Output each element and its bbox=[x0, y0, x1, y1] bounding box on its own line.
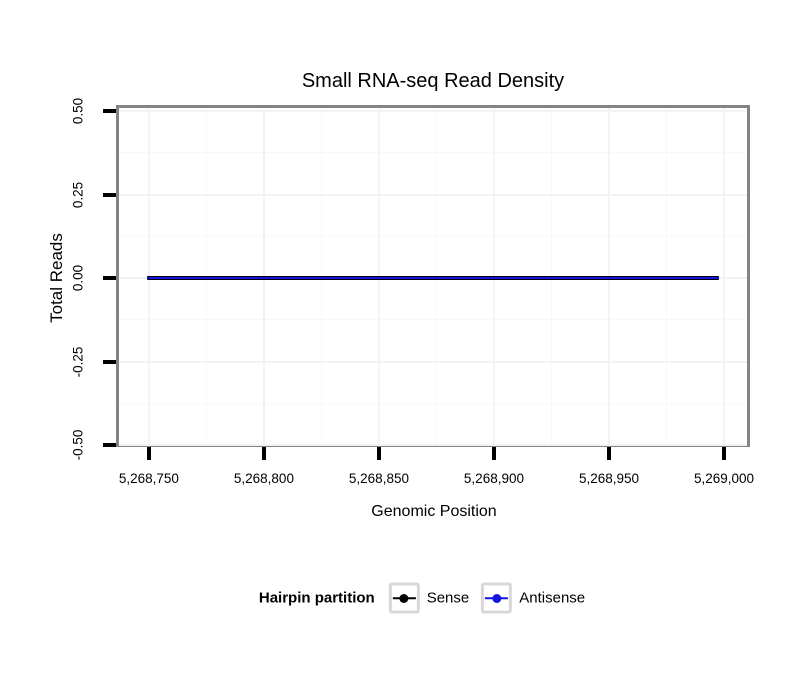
legend-item-label: Antisense bbox=[519, 589, 586, 607]
x-tick-mark bbox=[261, 447, 266, 460]
y-tick-label: -0.25 bbox=[70, 346, 86, 377]
x-tick-label: 5,268,900 bbox=[463, 471, 524, 486]
x-tick-mark bbox=[376, 447, 381, 460]
x-axis-title: Genomic Position bbox=[371, 503, 497, 520]
grid-minor-vline bbox=[435, 108, 438, 444]
series-line-antisense bbox=[146, 277, 720, 279]
grid-major-hline bbox=[119, 444, 747, 446]
grid-minor-vline bbox=[205, 108, 208, 444]
grid-major-hline bbox=[119, 110, 747, 112]
x-tick-label: 5,268,950 bbox=[578, 471, 639, 486]
x-tick-mark bbox=[606, 447, 611, 460]
legend-key-sense bbox=[388, 582, 420, 614]
y-tick-label: -0.50 bbox=[70, 429, 86, 461]
grid-minor-hline bbox=[119, 235, 747, 237]
legend-title: Hairpin partition bbox=[258, 589, 375, 607]
grid-major-vline bbox=[607, 108, 610, 444]
grid-major-vline bbox=[377, 108, 380, 444]
grid-minor-vline bbox=[550, 108, 553, 444]
y-tick-mark bbox=[103, 109, 116, 113]
y-tick-label: 0.25 bbox=[70, 181, 86, 208]
x-tick-label: 5,268,800 bbox=[233, 471, 294, 486]
y-tick-label: 0.50 bbox=[70, 97, 86, 125]
grid-major-vline bbox=[262, 108, 265, 444]
legend-item-label: Sense bbox=[426, 589, 470, 607]
grid-minor-hline bbox=[119, 402, 747, 404]
x-tick-mark bbox=[721, 447, 726, 460]
legend-key-dot bbox=[399, 593, 409, 603]
x-tick-mark bbox=[491, 447, 496, 460]
grid-major-vline bbox=[722, 108, 725, 444]
grid-minor-vline bbox=[320, 108, 323, 444]
legend: Hairpin partition Sense Antisense bbox=[258, 582, 597, 614]
y-tick-mark bbox=[103, 359, 116, 364]
y-tick-mark bbox=[103, 443, 116, 447]
legend-key-antisense bbox=[481, 582, 513, 614]
grid-minor-hline bbox=[119, 319, 747, 321]
x-tick-mark bbox=[146, 447, 151, 460]
y-tick-mark bbox=[103, 276, 116, 280]
y-tick-mark bbox=[103, 192, 116, 197]
grid-minor-hline bbox=[119, 152, 747, 154]
grid-major-hline bbox=[119, 193, 747, 196]
legend-item-sense: Sense bbox=[388, 582, 470, 614]
grid-minor-vline bbox=[665, 108, 668, 444]
grid-major-vline bbox=[492, 108, 495, 444]
x-tick-label: 5,268,850 bbox=[348, 471, 409, 486]
y-axis-title: Total Reads bbox=[47, 233, 66, 323]
x-tick-label: 5,269,000 bbox=[693, 471, 755, 486]
grid-major-hline bbox=[119, 360, 747, 363]
x-tick-label: 5,268,750 bbox=[118, 471, 179, 486]
plot-title: Small RNA-seq Read Density bbox=[301, 70, 565, 92]
legend-items: Sense Antisense bbox=[388, 582, 597, 614]
legend-key-dot bbox=[492, 593, 502, 603]
plot-panel bbox=[116, 105, 750, 447]
y-tick-label: 0.00 bbox=[70, 264, 86, 292]
grid-major-vline bbox=[147, 108, 150, 444]
legend-item-antisense: Antisense bbox=[481, 582, 586, 614]
